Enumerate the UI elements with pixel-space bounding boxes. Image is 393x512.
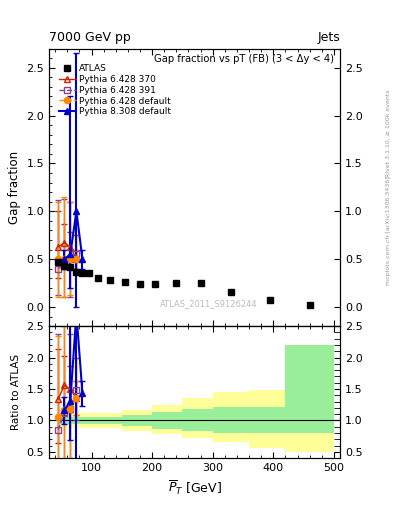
Text: mcplots.cern.ch [arXiv:1306.3436]: mcplots.cern.ch [arXiv:1306.3436] (386, 176, 391, 285)
Y-axis label: Gap fraction: Gap fraction (8, 151, 21, 224)
Y-axis label: Ratio to ATLAS: Ratio to ATLAS (11, 354, 21, 430)
Text: 7000 GeV pp: 7000 GeV pp (49, 31, 131, 44)
Text: ATLAS_2011_S9126244: ATLAS_2011_S9126244 (160, 300, 258, 308)
Text: Jets: Jets (317, 31, 340, 44)
Legend: ATLAS, Pythia 6.428 370, Pythia 6.428 391, Pythia 6.428 default, Pythia 8.308 de: ATLAS, Pythia 6.428 370, Pythia 6.428 39… (57, 61, 174, 119)
X-axis label: $\overline{P}_{T}$ [GeV]: $\overline{P}_{T}$ [GeV] (167, 479, 222, 497)
Text: Rivet 3.1.10, ≥ 100k events: Rivet 3.1.10, ≥ 100k events (386, 89, 391, 177)
Text: Gap fraction vs pT (FB) (3 < Δy < 4): Gap fraction vs pT (FB) (3 < Δy < 4) (154, 54, 334, 64)
